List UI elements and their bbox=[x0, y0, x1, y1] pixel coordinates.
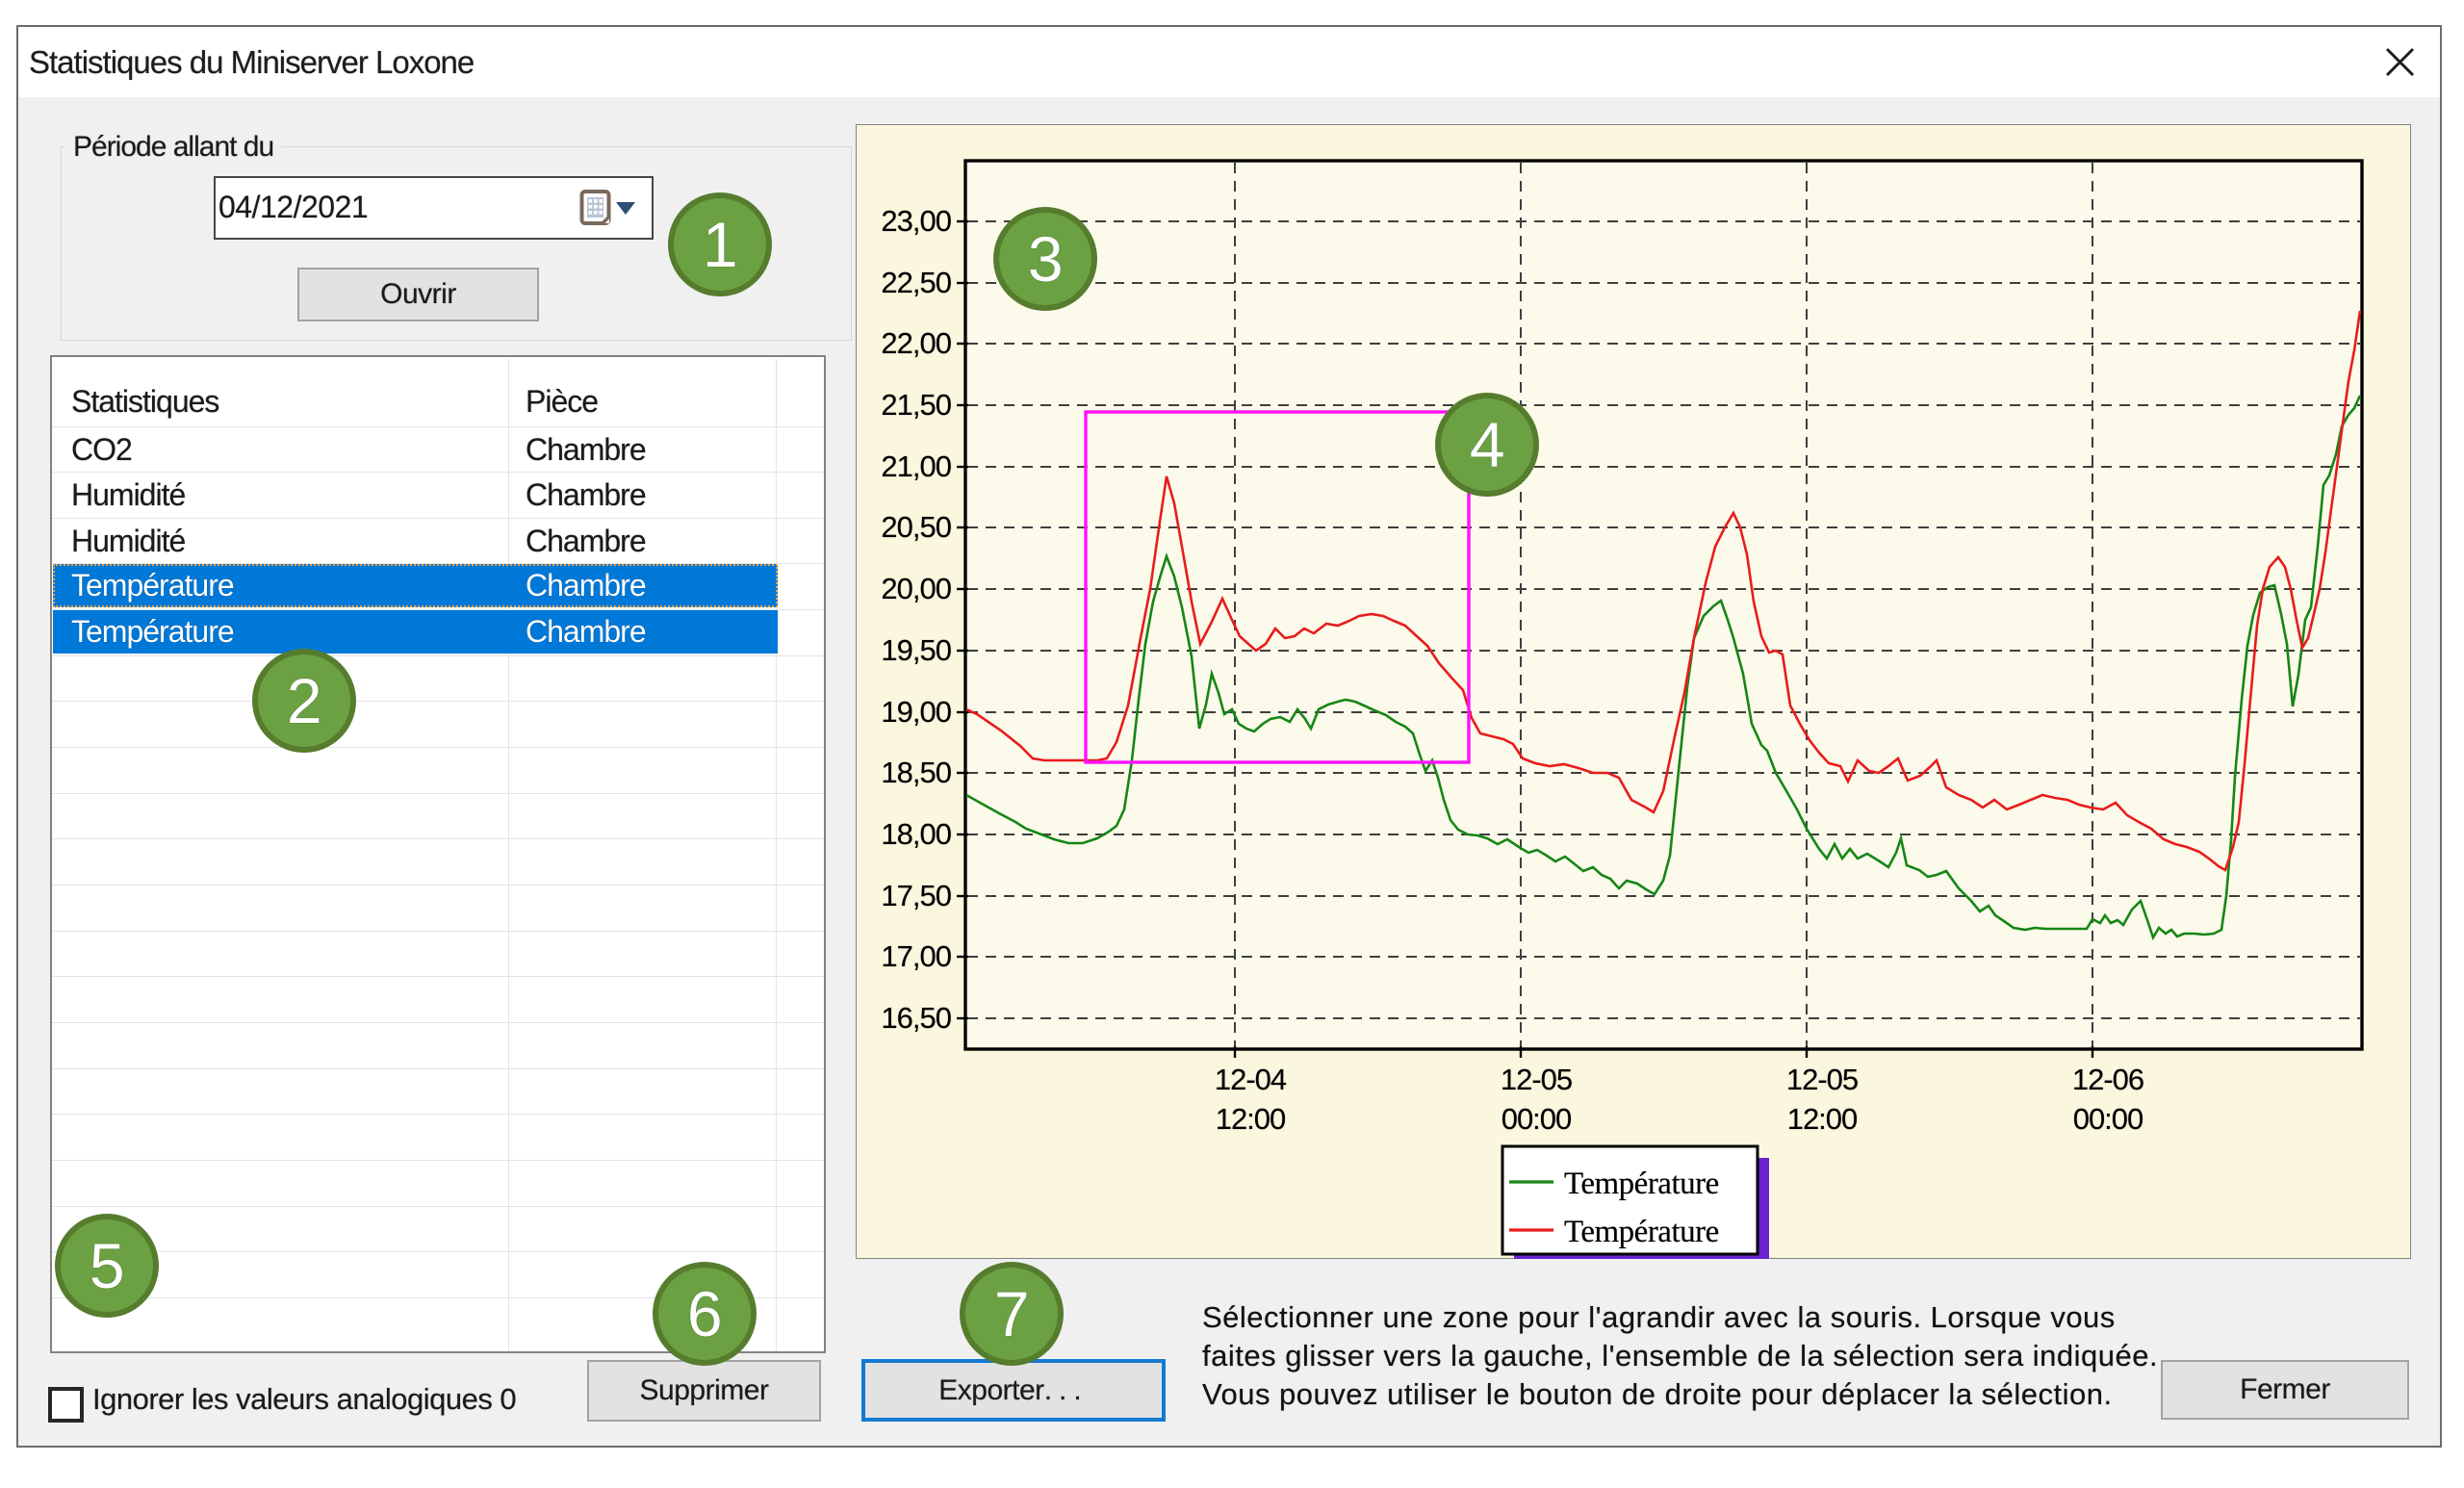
svg-text:Température: Température bbox=[1564, 1167, 1719, 1201]
svg-text:00:00: 00:00 bbox=[1502, 1102, 1572, 1136]
svg-text:17,00: 17,00 bbox=[881, 939, 951, 973]
svg-text:20,00: 20,00 bbox=[881, 572, 951, 605]
svg-text:00:00: 00:00 bbox=[2073, 1102, 2143, 1136]
svg-text:12:00: 12:00 bbox=[1787, 1102, 1858, 1136]
svg-text:18,50: 18,50 bbox=[881, 756, 951, 789]
svg-text:12-05: 12-05 bbox=[1501, 1063, 1572, 1096]
svg-text:21,00: 21,00 bbox=[881, 449, 951, 483]
svg-text:12-06: 12-06 bbox=[2072, 1063, 2143, 1096]
svg-text:17,50: 17,50 bbox=[881, 879, 951, 912]
svg-text:19,50: 19,50 bbox=[881, 633, 951, 667]
svg-text:12-04: 12-04 bbox=[1215, 1063, 1287, 1096]
svg-text:21,50: 21,50 bbox=[881, 388, 951, 422]
svg-text:12:00: 12:00 bbox=[1216, 1102, 1286, 1136]
svg-text:Température: Température bbox=[1564, 1215, 1719, 1249]
svg-text:20,50: 20,50 bbox=[881, 510, 951, 544]
svg-text:12-05: 12-05 bbox=[1786, 1063, 1858, 1096]
svg-text:22,00: 22,00 bbox=[881, 326, 951, 360]
svg-text:19,00: 19,00 bbox=[881, 695, 951, 729]
svg-text:22,50: 22,50 bbox=[881, 266, 951, 299]
svg-text:18,00: 18,00 bbox=[881, 817, 951, 851]
svg-text:16,50: 16,50 bbox=[881, 1001, 951, 1035]
svg-text:23,00: 23,00 bbox=[881, 204, 951, 238]
